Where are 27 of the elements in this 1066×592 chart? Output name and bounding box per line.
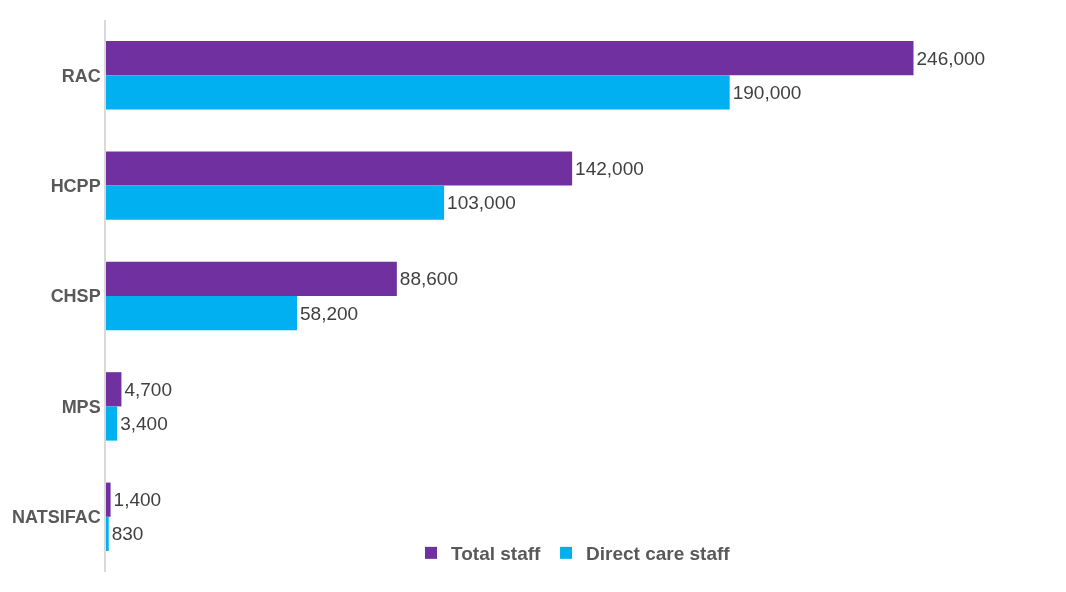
bar <box>106 185 445 220</box>
y-tick-label: HCPP <box>50 175 101 196</box>
bar <box>106 516 109 552</box>
y-tick-label: MPS <box>61 396 101 417</box>
data-label: 58,200 <box>300 302 359 324</box>
data-label: 1,400 <box>113 489 162 511</box>
y-tick-label: CHSP <box>50 286 101 307</box>
data-label: 142,000 <box>575 157 644 179</box>
legend-label: Total staff <box>451 543 542 565</box>
bar <box>106 372 122 407</box>
data-label: 830 <box>111 523 144 545</box>
data-label: 88,600 <box>399 268 458 290</box>
legend-label: Direct care staff <box>586 543 731 565</box>
bar <box>106 296 298 331</box>
bar <box>106 406 118 441</box>
data-label: 246,000 <box>916 47 986 69</box>
bar <box>106 482 111 517</box>
data-label: 3,400 <box>120 413 168 435</box>
bar <box>106 75 730 110</box>
data-label: 190,000 <box>732 81 802 103</box>
data-label: 4,700 <box>124 378 172 400</box>
y-tick-label: NATSIFAC <box>11 507 101 528</box>
data-label: 103,000 <box>447 192 516 214</box>
bar <box>106 40 914 76</box>
bar <box>106 261 397 296</box>
bar <box>106 151 573 186</box>
y-tick-label: RAC <box>61 65 101 86</box>
